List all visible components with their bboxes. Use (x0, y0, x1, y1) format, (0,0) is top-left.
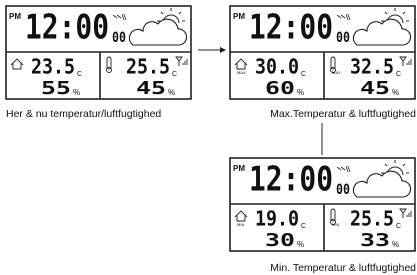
clock-seconds: 00 (112, 30, 126, 46)
am-pm: PM (233, 164, 245, 173)
am-pm: PM (233, 12, 245, 21)
temperature: 32.5 (350, 55, 394, 79)
temperature-unit: C (172, 71, 177, 78)
temperature-unit: C (396, 223, 401, 230)
caption: Max.Temperatur & luftfugtighed (270, 108, 416, 120)
reading-label: MAX (332, 70, 341, 75)
reading-label: MIN (237, 222, 244, 227)
clock-seconds: 00 (336, 182, 350, 198)
clock-time: 12:00 (25, 8, 109, 48)
temperature-unit: C (77, 71, 82, 78)
clock-time: 12:00 (249, 8, 333, 48)
clock-time: 12:00 (249, 160, 333, 200)
clock-seconds: 00 (336, 30, 350, 46)
humidity: 60 (265, 78, 295, 99)
diagram: PM12:000023.5C55%25.5C45% PM12:0000MAX30… (0, 0, 417, 275)
temperature-unit: C (396, 71, 401, 78)
temperature: 19.0 (255, 207, 299, 231)
temperature: 25.5 (126, 55, 170, 79)
humidity: 45 (360, 78, 390, 99)
humidity-unit: % (392, 88, 399, 97)
reading-label: MIN (332, 222, 339, 227)
reading-label: MAX (237, 70, 246, 75)
temperature: 23.5 (31, 55, 75, 79)
temperature-unit: C (301, 223, 306, 230)
humidity: 30 (265, 230, 295, 251)
temperature: 30.0 (255, 55, 299, 79)
humidity-unit: % (297, 240, 304, 249)
humidity-unit: % (73, 88, 80, 97)
humidity-unit: % (168, 88, 175, 97)
am-pm: PM (9, 12, 21, 21)
humidity: 45 (136, 78, 166, 99)
caption: Min. Temperatur & luftfugtighed (270, 262, 416, 274)
humidity-unit: % (392, 240, 399, 249)
humidity: 55 (41, 78, 71, 99)
humidity: 33 (360, 230, 390, 251)
caption: Her & nu temperatur/luftfugtighed (6, 108, 161, 120)
temperature: 25.5 (350, 207, 394, 231)
humidity-unit: % (297, 88, 304, 97)
temperature-unit: C (301, 71, 306, 78)
